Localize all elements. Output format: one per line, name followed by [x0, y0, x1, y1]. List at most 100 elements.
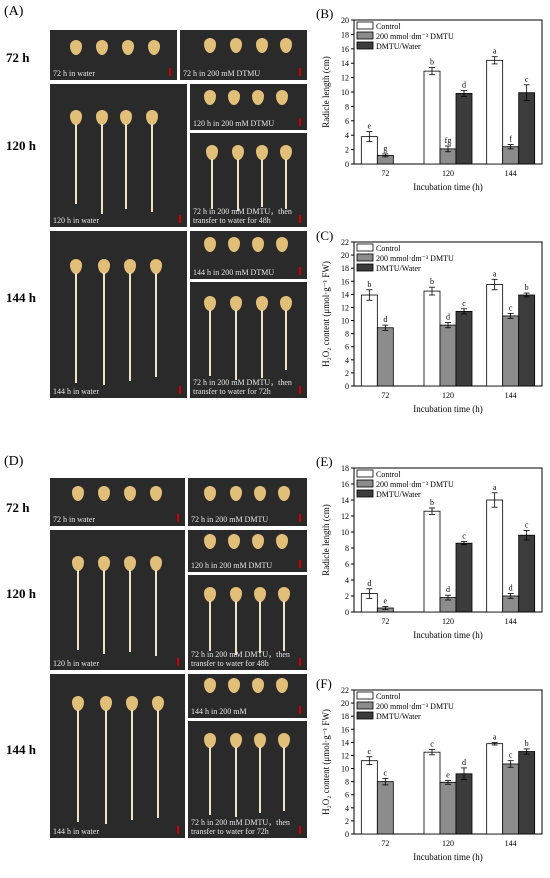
y-tick-label: 20 — [341, 251, 349, 260]
y-tick-label: 4 — [345, 576, 349, 585]
time-label-120h-bottom: 120 h — [6, 586, 36, 601]
panel-label-f: (F) — [316, 676, 332, 691]
y-tick-label: 20 — [341, 699, 349, 708]
bar — [376, 327, 394, 387]
legend-label: 200 mmol·dm⁻³ DMTU — [376, 32, 454, 41]
y-axis-label: H₂O₂ content (μmol·g⁻¹ FW) — [321, 261, 331, 367]
photo-120h-transfer-top: 72 h in 200 mM DMTU，then transfer to wat… — [190, 133, 307, 227]
time-label-72h-top: 72 h — [6, 50, 30, 65]
photo-120h-water-top: 120 h in water — [50, 84, 187, 227]
legend-swatch — [356, 243, 374, 252]
legend-label: Control — [376, 22, 401, 31]
photo-caption: transfer to water for 48h — [193, 216, 271, 225]
chart-e-radicle-length: (E) 0 2 4 6 8 10 12 14 16 18 Radicle length (cm) Inc… — [316, 454, 543, 640]
bar — [486, 284, 504, 387]
significance-letter: b — [430, 58, 434, 67]
panel-label-b: (B) — [316, 6, 333, 21]
photo-caption: 72 h in 200 mM DMTU，then — [191, 818, 290, 827]
y-tick-label: 6 — [345, 560, 349, 569]
legend-swatch — [356, 263, 374, 272]
significance-letter: d — [462, 81, 466, 90]
legend-label: DMTU/Water — [376, 490, 421, 499]
bar — [518, 751, 536, 835]
y-tick-label: 16 — [341, 277, 349, 286]
legend-swatch — [356, 701, 374, 710]
significance-letter: a — [493, 47, 497, 56]
y-tick-label: 10 — [341, 765, 349, 774]
photo-caption: 72 h in 200 mM DMTU — [191, 515, 269, 524]
y-tick-label: 8 — [345, 544, 349, 553]
photo-caption: 144 h in 200 mM — [191, 707, 247, 716]
legend-label: 200 mmol·dm⁻³ DMTU — [376, 480, 454, 489]
time-label-144h-bottom: 144 h — [6, 742, 36, 757]
significance-letter: d — [446, 313, 450, 322]
bar — [502, 315, 520, 387]
photo-caption: 72 h in water — [53, 515, 95, 524]
significance-letter: c — [462, 299, 466, 308]
y-tick-label: 10 — [341, 528, 349, 537]
y-tick-label: 8 — [345, 330, 349, 339]
significance-letter: d — [509, 584, 513, 593]
bar — [486, 743, 504, 835]
bar — [439, 781, 457, 835]
legend-swatch — [356, 253, 374, 262]
photo-caption: 144 h in 200 mM DTMU — [193, 268, 275, 277]
legend-swatch — [356, 469, 374, 478]
legend-swatch — [356, 21, 374, 30]
y-axis-label: H₂O₂ content (μmol·g⁻¹ FW) — [321, 709, 331, 815]
significance-letter: c — [384, 768, 388, 777]
y-tick-label: 4 — [345, 356, 349, 365]
legend-label: Control — [376, 692, 401, 701]
significance-letter: b — [525, 283, 529, 292]
photo-144h-dmtu-bottom: 144 h in 200 mM — [188, 674, 307, 718]
photo-caption: transfer to water for 72h — [191, 827, 269, 836]
photo-120h-dtmu-top: 120 h in 200 mM DTMU — [190, 84, 307, 130]
significance-letter: fg — [445, 136, 452, 145]
legend-label: 200 mmol·dm⁻³ DMTU — [376, 702, 454, 711]
photo-144h-water-top: 144 h in water — [50, 231, 187, 398]
x-tick-label: 120 — [442, 169, 454, 178]
significance-letter: c — [430, 740, 434, 749]
y-tick-label: 10 — [341, 317, 349, 326]
significance-letter: e — [368, 122, 372, 131]
bar — [455, 93, 473, 165]
y-tick-label: 6 — [345, 791, 349, 800]
bar — [486, 59, 504, 165]
y-tick-label: 0 — [345, 830, 349, 839]
bar — [518, 92, 536, 165]
time-label-144h-top: 144 h — [6, 290, 36, 305]
bar — [518, 534, 536, 613]
photo-caption: 72 h in water — [53, 69, 95, 78]
photo-caption: 120 h in water — [53, 216, 99, 225]
significance-letter: d — [383, 315, 387, 324]
photo-72h-dtmu-top: 72 h in 200 mM DTMU — [180, 30, 307, 80]
chart-b-radicle-length: (B) 0 2 4 6 8 10 12 14 16 18 20 Radicle length (cm) I… — [316, 6, 543, 192]
bar — [439, 324, 457, 387]
x-tick-label: 120 — [442, 391, 454, 400]
bar — [423, 290, 441, 387]
legend-swatch — [356, 41, 374, 50]
significance-letter: c — [525, 520, 529, 529]
bar — [502, 763, 520, 835]
y-tick-label: 14 — [341, 496, 349, 505]
significance-letter: c — [509, 751, 513, 760]
significance-letter: d — [462, 758, 466, 767]
bar — [360, 760, 378, 835]
y-axis-label: Radicle length (cm) — [321, 56, 331, 127]
photo-caption: transfer to water for 72h — [193, 387, 271, 396]
photo-72h-water-bottom: 72 h in water — [50, 478, 185, 526]
significance-letter: c — [509, 303, 513, 312]
x-axis-label: Incubation time (h) — [413, 852, 482, 862]
significance-letter: a — [493, 732, 497, 741]
significance-letter: a — [493, 483, 497, 492]
y-tick-label: 16 — [341, 480, 349, 489]
photo-caption: 72 h in 200 mM DMTU，then — [191, 650, 290, 659]
legend-label: DMTU/Water — [376, 264, 421, 273]
y-tick-label: 0 — [345, 608, 349, 617]
y-tick-label: 12 — [341, 751, 349, 760]
y-tick-label: 16 — [341, 725, 349, 734]
y-tick-label: 18 — [341, 30, 349, 39]
significance-letter: c — [368, 747, 372, 756]
panel-label-d: (D) — [4, 454, 24, 469]
significance-letter: e — [384, 596, 388, 605]
